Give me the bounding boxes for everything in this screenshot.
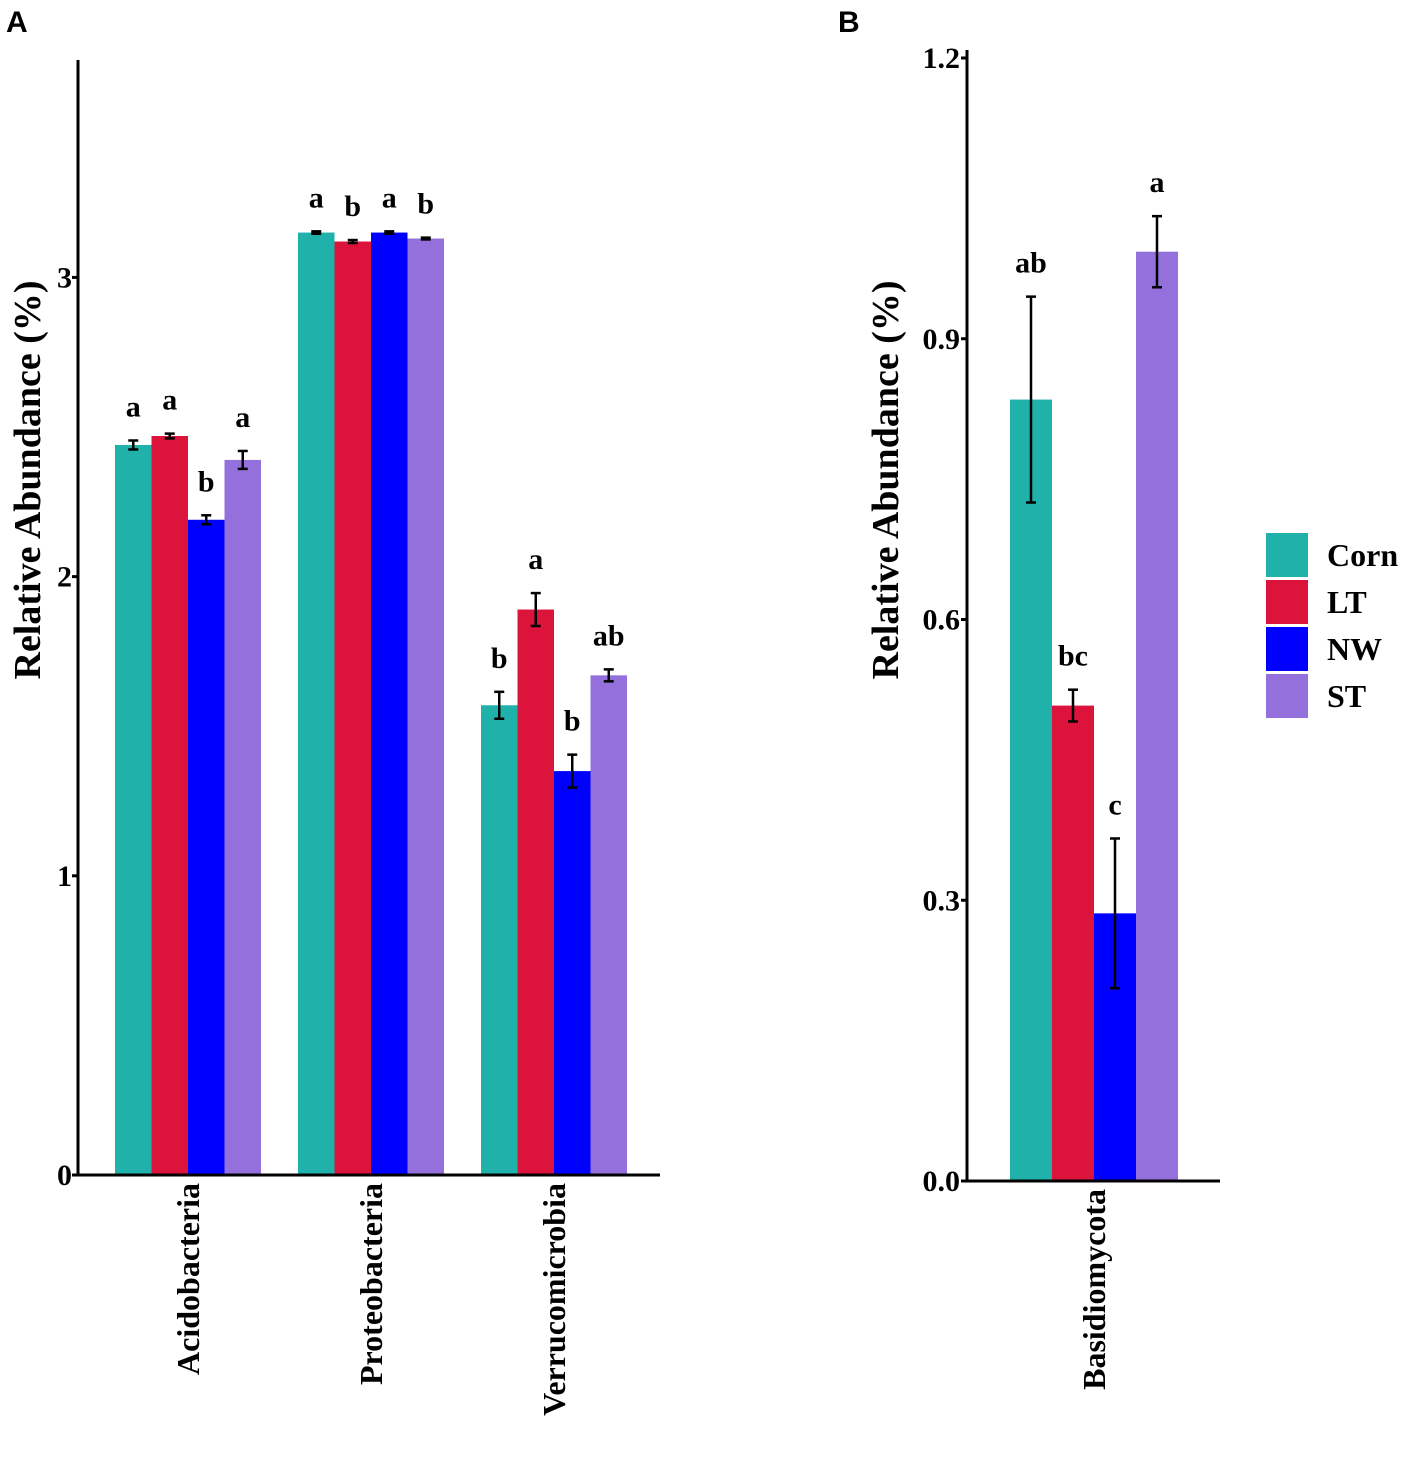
significance-label-basidiomycota-nw: c [1108, 788, 1121, 821]
bar-proteobacteria-st [407, 238, 444, 1175]
x-category-label-proteobacteria: Proteobacteria [353, 1183, 389, 1385]
y-tick-label: 3 [57, 261, 72, 294]
significance-label-basidiomycota-st: a [1150, 166, 1165, 199]
bar-verrucomicrobia-st [590, 675, 627, 1175]
y-axis-title: Relative Abundance (%) [865, 281, 907, 680]
significance-label-proteobacteria-nw: a [382, 181, 397, 214]
legend-swatch-lt [1266, 580, 1308, 624]
legend: Corn LT NW ST [1266, 533, 1398, 718]
legend-swatch-st [1266, 674, 1308, 718]
significance-label-verrucomicrobia-nw: b [564, 705, 581, 738]
y-tick-label: 0.3 [923, 884, 961, 917]
significance-label-basidiomycota-corn: ab [1015, 247, 1047, 280]
y-tick-label: 0.9 [923, 323, 961, 356]
legend-swatch-nw [1266, 627, 1308, 671]
bar-verrucomicrobia-lt [517, 609, 554, 1175]
y-tick-label: 0.6 [923, 604, 961, 637]
x-category-label-acidobacteria: Acidobacteria [170, 1183, 206, 1375]
x-category-label-verrucomicrobia: Verrucomicrobia [536, 1183, 572, 1416]
bar-basidiomycota-st [1136, 251, 1178, 1181]
x-category-label-basidiomycota: Basidiomycota [1076, 1189, 1112, 1390]
bar-acidobacteria-corn [115, 444, 152, 1175]
legend-label-corn: Corn [1327, 537, 1398, 573]
y-axis-title: Relative Abundance (%) [7, 281, 49, 680]
bar-proteobacteria-nw [371, 232, 408, 1175]
bar-acidobacteria-nw [188, 519, 225, 1175]
legend-swatch-corn [1266, 533, 1308, 577]
significance-label-proteobacteria-corn: a [309, 181, 324, 214]
y-tick-label: 0 [57, 1159, 72, 1192]
significance-label-verrucomicrobia-lt: a [528, 543, 543, 576]
significance-label-proteobacteria-lt: b [344, 190, 361, 223]
y-tick-label: 1 [57, 860, 72, 893]
y-tick-label: 0.0 [923, 1165, 961, 1198]
panel-letter-a: A [6, 6, 28, 39]
significance-label-acidobacteria-corn: a [126, 390, 141, 423]
legend-label-st: ST [1327, 678, 1366, 714]
significance-label-verrucomicrobia-corn: b [491, 642, 508, 675]
significance-label-acidobacteria-nw: b [198, 465, 215, 498]
bar-proteobacteria-corn [298, 232, 335, 1175]
panel-letter-b: B [838, 6, 860, 39]
bar-basidiomycota-lt [1052, 705, 1094, 1181]
significance-label-acidobacteria-st: a [235, 401, 250, 434]
significance-label-proteobacteria-st: b [417, 188, 434, 221]
bar-acidobacteria-lt [151, 436, 188, 1176]
significance-label-acidobacteria-lt: a [162, 384, 177, 417]
legend-label-nw: NW [1327, 631, 1382, 667]
bar-verrucomicrobia-nw [554, 771, 591, 1175]
bar-basidiomycota-corn [1010, 399, 1052, 1181]
legend-label-lt: LT [1327, 584, 1367, 620]
y-tick-label: 2 [57, 561, 72, 594]
significance-label-verrucomicrobia-st: ab [593, 619, 625, 652]
bar-acidobacteria-st [224, 459, 261, 1175]
y-tick-label: 1.2 [923, 42, 961, 75]
significance-label-basidiomycota-lt: bc [1058, 640, 1088, 673]
bar-proteobacteria-lt [334, 241, 371, 1175]
bar-verrucomicrobia-corn [481, 705, 518, 1175]
